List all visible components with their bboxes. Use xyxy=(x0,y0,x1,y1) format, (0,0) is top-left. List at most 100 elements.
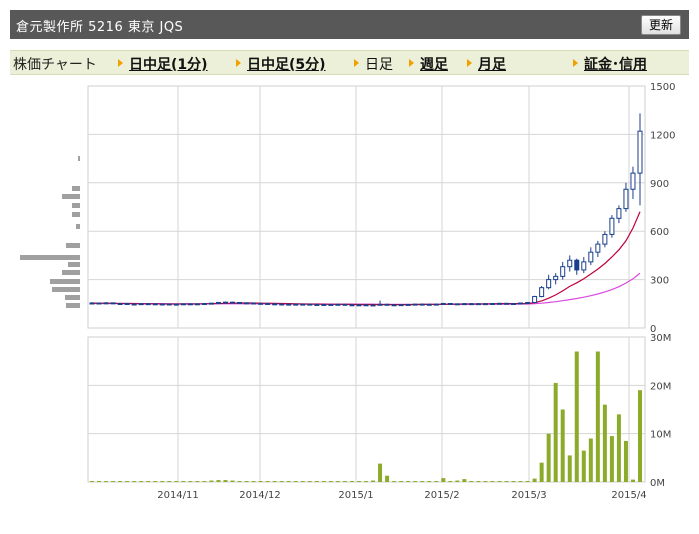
candle-body xyxy=(546,279,552,289)
volume-bar xyxy=(251,481,256,483)
candle-body xyxy=(609,217,615,235)
volume-profile-bar xyxy=(68,262,80,267)
volume-bar xyxy=(321,481,326,483)
volume-y-tick-label: 20M xyxy=(650,381,671,392)
volume-bar xyxy=(574,351,579,482)
candle-body xyxy=(433,303,439,306)
volume-bar xyxy=(342,481,347,483)
volume-bar xyxy=(462,479,467,482)
volume-bar xyxy=(518,481,523,483)
volume-profile-bar xyxy=(66,243,80,248)
tab-monthly[interactable]: 月足 xyxy=(467,54,506,74)
volume-bar xyxy=(399,481,404,483)
volume-bar xyxy=(111,481,116,483)
volume-bar xyxy=(167,481,172,483)
volume-bar xyxy=(153,481,158,483)
candle-body xyxy=(131,303,137,306)
volume-bar xyxy=(209,480,214,482)
candle-body xyxy=(110,302,116,305)
candle-body xyxy=(405,303,411,306)
price-y-tick-label: 1500 xyxy=(650,82,675,93)
candle-body xyxy=(117,302,123,305)
volume-bar xyxy=(202,481,207,483)
price-panel xyxy=(87,85,646,329)
volume-bar xyxy=(195,481,200,483)
volume-bar xyxy=(118,481,123,483)
volume-bar xyxy=(146,481,151,483)
volume-bar xyxy=(139,481,144,483)
candle-body xyxy=(553,275,559,281)
tab-margin-credit[interactable]: 証金･信用 xyxy=(573,54,647,74)
volume-bar xyxy=(546,433,551,482)
price-y-tick-label: 1200 xyxy=(650,130,675,141)
candle-body xyxy=(307,303,313,306)
candle-body xyxy=(159,303,165,306)
volume-bar xyxy=(623,440,628,482)
refresh-button[interactable]: 更新 xyxy=(640,15,681,35)
volume-bar xyxy=(476,481,481,483)
candle-body xyxy=(201,302,207,305)
candle-body xyxy=(616,208,622,219)
candle-body xyxy=(194,303,200,306)
volume-bar xyxy=(504,481,509,483)
candle-body xyxy=(482,303,488,306)
candle-body xyxy=(349,304,355,307)
volume-bar xyxy=(237,481,242,483)
volume-profile-bar xyxy=(50,279,80,284)
volume-bar xyxy=(441,478,446,482)
candle-body xyxy=(286,303,292,306)
volume-bar xyxy=(560,409,565,482)
candle-body xyxy=(398,304,404,307)
candle-body xyxy=(215,302,221,305)
volume-profile-bar xyxy=(65,295,80,300)
volume-bar xyxy=(378,463,383,482)
volume-bar xyxy=(490,481,495,483)
candle-body xyxy=(377,303,383,306)
candle-body xyxy=(511,302,517,305)
tab-intraday-1min[interactable]: 日中足(1分) xyxy=(118,54,208,74)
candle-body xyxy=(145,303,151,306)
candle-body xyxy=(173,303,179,306)
title-bar: 倉元製作所 5216 東京 JQS 更新 xyxy=(10,10,689,39)
volume-bar xyxy=(258,481,263,483)
volume-bar xyxy=(638,390,642,482)
volume-bar xyxy=(609,436,614,482)
candle-body xyxy=(321,303,327,306)
volume-bar xyxy=(406,481,411,483)
tab-intraday-5min[interactable]: 日中足(5分) xyxy=(236,54,326,74)
volume-panel xyxy=(87,336,646,483)
candle-body xyxy=(623,188,629,210)
volume-bar xyxy=(483,481,488,483)
volume-bar xyxy=(90,481,94,483)
volume-bar xyxy=(230,480,235,482)
candle-body xyxy=(314,303,320,306)
volume-bar xyxy=(602,404,607,482)
candle-body xyxy=(251,302,257,305)
candle-body xyxy=(335,303,341,306)
volume-bar xyxy=(293,481,298,483)
candle-body xyxy=(489,302,495,305)
candle-body xyxy=(265,302,271,305)
volume-y-tick-label: 0M xyxy=(650,478,665,489)
price-y-tick-label: 900 xyxy=(650,179,669,190)
candle-body xyxy=(89,302,95,305)
price-y-tick-label: 300 xyxy=(650,276,669,287)
volume-y-tick-label: 10M xyxy=(650,430,671,441)
candle-body xyxy=(447,302,453,305)
candle-body xyxy=(187,303,193,306)
arrow-right-icon xyxy=(118,59,123,67)
candle-body xyxy=(208,302,214,305)
volume-bar xyxy=(216,480,221,482)
candle-body xyxy=(454,303,460,306)
volume-bar xyxy=(300,481,305,483)
volume-bar xyxy=(567,455,572,482)
tab-weekly[interactable]: 週足 xyxy=(409,54,448,74)
volume-bar xyxy=(455,480,460,482)
candle-body xyxy=(440,302,446,305)
volume-bar xyxy=(616,414,621,482)
candle-body xyxy=(518,302,524,305)
volume-bar xyxy=(385,475,390,482)
candle-body xyxy=(384,303,390,306)
volume-bar xyxy=(434,481,439,483)
